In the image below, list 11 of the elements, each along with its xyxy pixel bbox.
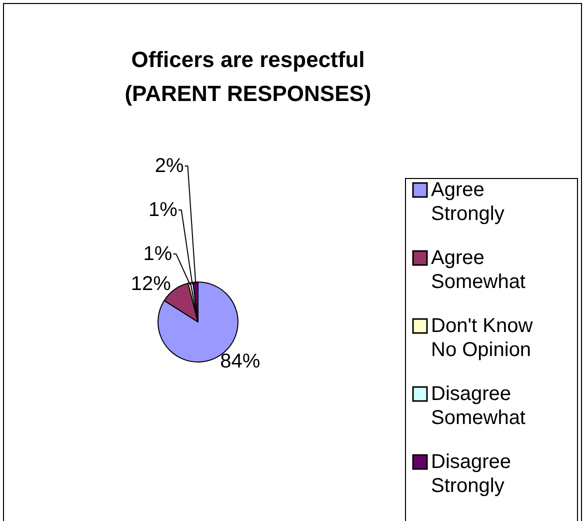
data-label: 2% (154, 155, 184, 177)
legend-label: Disagree Somewhat (431, 383, 526, 429)
legend-label: Agree Somewhat (431, 247, 526, 293)
data-label: 1% (143, 243, 172, 265)
data-label: 84% (220, 350, 260, 373)
data-label: 1% (148, 199, 178, 221)
legend-label: Don't Know No Opinion (431, 315, 534, 361)
legend-label: Disagree Strongly (431, 451, 512, 497)
legend-label: Agree Strongly (431, 179, 504, 225)
data-label: 12% (130, 273, 172, 296)
chart-title: Officers are respectful (PARENT RESPONSES) (124, 47, 372, 106)
